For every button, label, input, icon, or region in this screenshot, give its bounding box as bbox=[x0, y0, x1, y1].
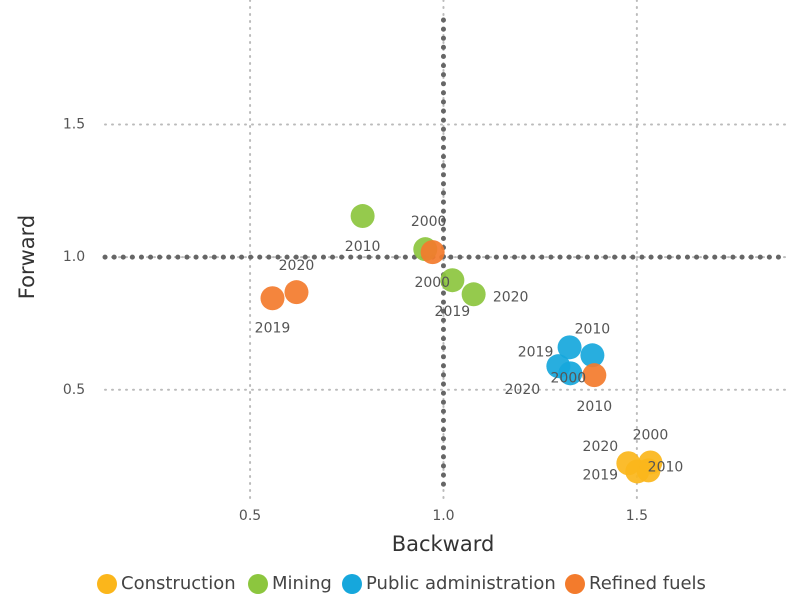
point-label: 2019 bbox=[435, 304, 471, 320]
point-label: 2010 bbox=[648, 459, 684, 475]
point-label: 2020 bbox=[505, 382, 541, 398]
point-label: 2010 bbox=[575, 321, 611, 337]
point-label: 2010 bbox=[577, 399, 613, 415]
y-tick-label: 0.5 bbox=[63, 382, 85, 398]
point bbox=[420, 240, 445, 265]
point bbox=[557, 335, 582, 360]
point-label: 2019 bbox=[255, 320, 291, 336]
x-axis-title: Backward bbox=[392, 532, 495, 556]
legend-swatch bbox=[248, 574, 268, 594]
x-tick-label: 0.5 bbox=[239, 508, 261, 524]
point-label: 2019 bbox=[518, 344, 554, 360]
x-tick-label: 1.0 bbox=[432, 508, 454, 524]
legend-swatch bbox=[342, 574, 362, 594]
point bbox=[284, 280, 309, 305]
point-label: 2000 bbox=[633, 427, 669, 443]
legend-swatch bbox=[97, 574, 117, 594]
point-label: 2000 bbox=[414, 275, 450, 291]
point-label: 2000 bbox=[551, 370, 587, 386]
point bbox=[350, 204, 375, 229]
point bbox=[582, 363, 607, 388]
point bbox=[616, 451, 641, 476]
point-label: 2020 bbox=[583, 439, 619, 455]
y-tick-label: 1.0 bbox=[63, 249, 85, 265]
legend-swatch bbox=[565, 574, 585, 594]
point-label: 2019 bbox=[582, 467, 618, 483]
point bbox=[461, 282, 486, 307]
x-tick-label: 1.5 bbox=[626, 508, 648, 524]
point bbox=[546, 354, 571, 379]
point-label: 2020 bbox=[493, 289, 529, 305]
point-label: 2020 bbox=[279, 258, 315, 274]
point-label: 2010 bbox=[345, 239, 381, 255]
point-label: 2000 bbox=[411, 214, 447, 230]
legend-label: Mining bbox=[272, 573, 332, 594]
point bbox=[260, 286, 285, 311]
y-axis-title: Forward bbox=[15, 215, 39, 299]
point bbox=[440, 268, 465, 293]
legend-label: Public administration bbox=[366, 573, 556, 594]
legend-label: Refined fuels bbox=[589, 573, 706, 594]
legend-label: Construction bbox=[121, 573, 236, 594]
point bbox=[580, 343, 605, 368]
y-tick-label: 1.5 bbox=[63, 117, 85, 133]
